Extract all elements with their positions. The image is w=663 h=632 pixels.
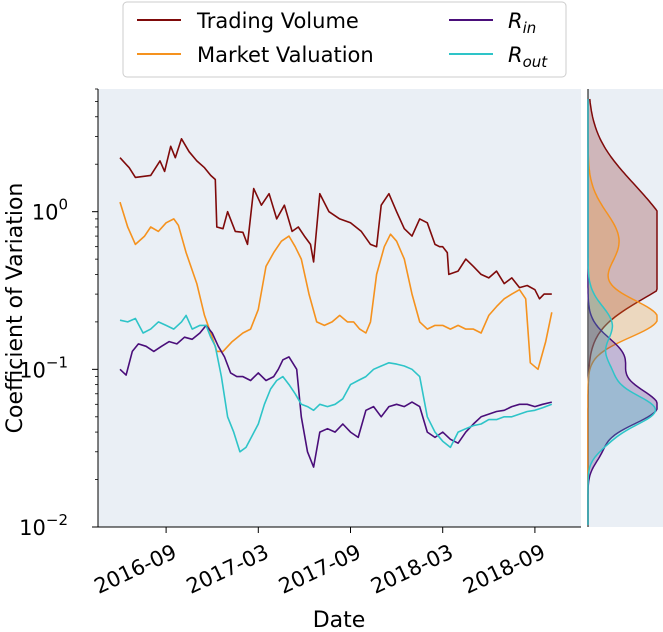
x-ticks: 2016-09 2017-03 2017-09 2018-03 2018-09 bbox=[91, 527, 549, 599]
series-line-r-out bbox=[119, 314, 553, 453]
x-tick-label: 2017-03 bbox=[183, 540, 273, 599]
series-line-market-valuation bbox=[119, 201, 553, 371]
legend-label-r-out-main: R bbox=[508, 43, 523, 67]
y-tick-label-exp: 0 bbox=[58, 196, 68, 214]
series-line-r-in bbox=[119, 324, 552, 468]
y-tick-label-exp: −1 bbox=[46, 353, 68, 371]
y-tick-label: 100 bbox=[32, 196, 68, 225]
density-fill-r-in bbox=[588, 99, 657, 525]
x-tick-label: 2018-03 bbox=[367, 540, 457, 599]
x-tick-label: 2016-09 bbox=[91, 540, 181, 599]
legend-label-r-out: Rout bbox=[508, 43, 548, 71]
density-fill-r-out bbox=[588, 99, 656, 525]
y-tick-label: 10−1 bbox=[19, 353, 68, 382]
y-tick-label-base: 10 bbox=[19, 516, 46, 540]
series-line-trading-volume bbox=[119, 138, 552, 300]
series-layer bbox=[119, 138, 553, 468]
legend-label-trading-volume: Trading Volume bbox=[196, 9, 359, 33]
density-line-market-valuation bbox=[587, 99, 658, 525]
marginal-layer bbox=[587, 98, 658, 525]
density-fill-trading-volume bbox=[588, 99, 657, 525]
x-axis-title: Date bbox=[313, 608, 366, 632]
legend-label-market-valuation: Market Valuation bbox=[197, 43, 374, 67]
y-tick-label-base: 10 bbox=[19, 358, 46, 382]
y-tick-label-base: 10 bbox=[32, 201, 59, 225]
legend-label-r-in-main: R bbox=[508, 9, 523, 33]
x-tick-label: 2017-09 bbox=[275, 540, 365, 599]
legend-label-r-in: Rin bbox=[508, 9, 536, 37]
y-axis-title: Coefficient of Variation bbox=[3, 183, 28, 434]
density-line-r-out bbox=[587, 99, 657, 525]
y-tick-label: 10−2 bbox=[19, 511, 68, 540]
main-plot-area bbox=[98, 89, 581, 527]
density-fill-market-valuation bbox=[588, 99, 657, 525]
legend-label-r-out-sub: out bbox=[523, 53, 549, 71]
y-tick-label-exp: −2 bbox=[46, 511, 68, 529]
legend-label-r-in-sub: in bbox=[523, 19, 537, 37]
x-tick-label: 2018-09 bbox=[459, 540, 549, 599]
legend: Trading Volume Market Valuation Rin Rout bbox=[122, 1, 567, 78]
